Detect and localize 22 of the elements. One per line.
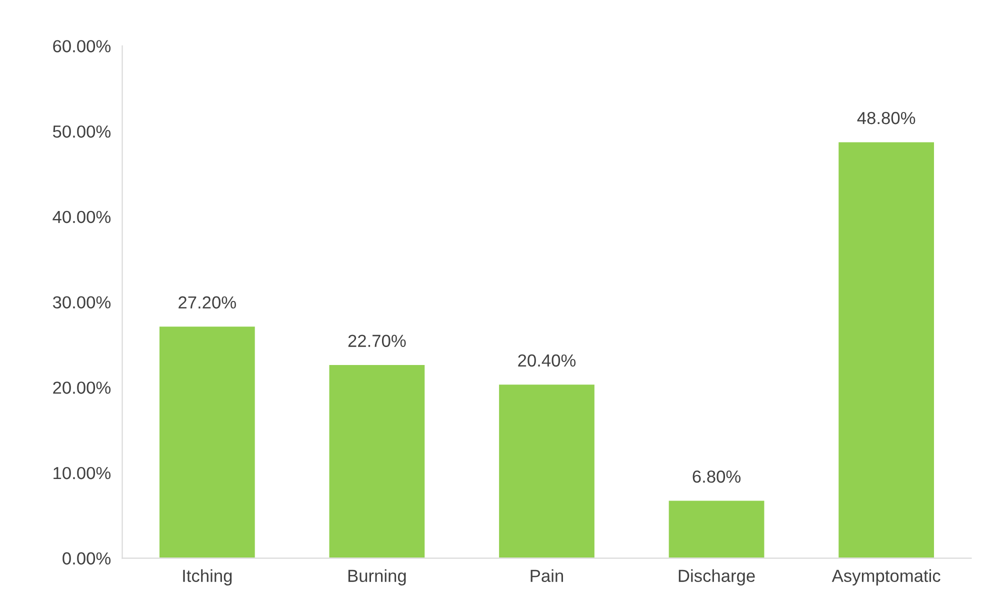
data-label: 27.20% xyxy=(178,296,236,309)
y-tick-label: 20.00% xyxy=(53,382,111,394)
bar xyxy=(837,140,936,558)
bar xyxy=(498,383,596,558)
x-tick-label: Asymptomatic xyxy=(832,569,940,586)
x-tick-label: Burning xyxy=(348,569,406,586)
data-label: 22.70% xyxy=(348,334,406,348)
data-label: 20.40% xyxy=(518,354,576,367)
y-tick-label: 0.00% xyxy=(62,552,111,565)
bar xyxy=(328,364,426,558)
bar xyxy=(158,325,256,558)
x-tick-label: Discharge xyxy=(678,569,755,586)
y-tick-label: 60.00% xyxy=(53,40,111,52)
x-tick-label: Pain xyxy=(530,569,563,582)
data-label: 6.80% xyxy=(692,470,741,483)
bar xyxy=(667,499,766,558)
y-tick-label: 50.00% xyxy=(52,125,111,138)
x-tick-label: Itching xyxy=(183,569,232,586)
y-tick-label: 40.00% xyxy=(52,210,111,224)
y-tick-label: 10.00% xyxy=(54,466,111,480)
y-tick-label: 30.00% xyxy=(52,296,111,308)
data-label: 48.80% xyxy=(857,112,916,124)
